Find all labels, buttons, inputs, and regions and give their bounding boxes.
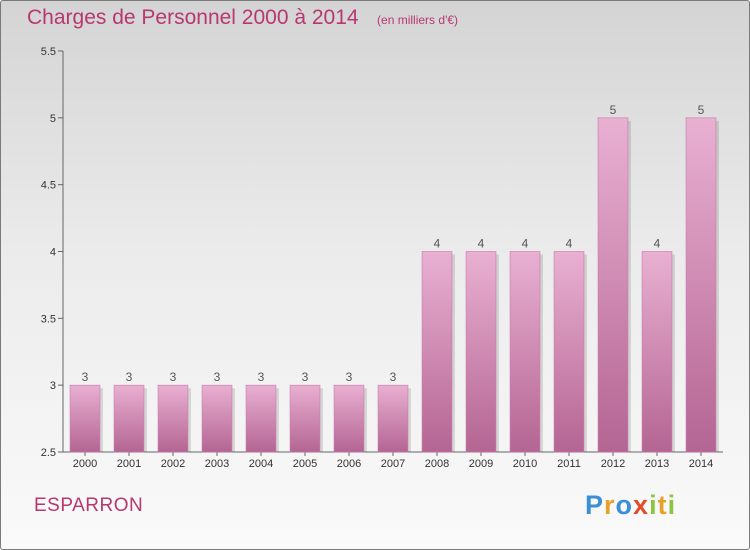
bar-2009 — [465, 251, 497, 453]
bar-2008 — [421, 251, 453, 453]
bar-2005 — [289, 384, 321, 453]
x-tick-label: 2000 — [73, 458, 97, 470]
bars-group — [69, 117, 719, 453]
y-tick-label: 5.5 — [41, 46, 56, 58]
bar-2011 — [553, 251, 585, 453]
x-tick-label: 2001 — [117, 458, 141, 470]
logo-letter: t — [657, 490, 668, 520]
x-tick-label: 2004 — [249, 458, 273, 470]
data-label: 4 — [434, 237, 441, 251]
commune-name: ESPARRON — [34, 495, 144, 516]
bar-2014 — [685, 117, 717, 453]
data-label: 4 — [478, 237, 485, 251]
bar-2003 — [201, 384, 233, 453]
logo-letter: x — [633, 490, 650, 520]
bar-2001 — [113, 384, 145, 453]
logo-letter: i — [649, 490, 658, 520]
data-label: 3 — [214, 370, 221, 384]
data-label: 3 — [390, 370, 397, 384]
chart-title: Charges de Personnel 2000 à 2014 — [27, 6, 359, 29]
data-label: 3 — [346, 370, 353, 384]
x-tick-label: 2002 — [161, 458, 185, 470]
bar-2013 — [641, 251, 673, 453]
x-tick-label: 2008 — [425, 458, 449, 470]
logo-letter: i — [667, 490, 677, 520]
bar-2007 — [377, 384, 409, 453]
bar-2012 — [597, 117, 629, 453]
chart-subtitle: (en milliers d'€) — [377, 13, 459, 27]
data-label: 4 — [654, 237, 661, 251]
y-tick-label: 4 — [50, 247, 56, 259]
x-tick-label: 2011 — [557, 458, 581, 470]
y-tick-label: 4.5 — [41, 180, 56, 192]
logo-letter: P — [585, 490, 605, 520]
data-label: 4 — [522, 237, 529, 251]
x-tick-label: 2014 — [689, 458, 713, 470]
data-label: 3 — [82, 370, 89, 384]
x-tick-label: 2010 — [513, 458, 537, 470]
y-tick-label: 5 — [50, 113, 56, 125]
logo-letter: r — [604, 490, 616, 520]
proxiti-logo: Proxiti — [585, 490, 676, 521]
data-label: 3 — [126, 370, 133, 384]
y-tick-label: 3 — [50, 380, 56, 392]
data-label: 3 — [258, 370, 265, 384]
y-tick-label: 3.5 — [41, 313, 56, 325]
x-tick-label: 2007 — [381, 458, 405, 470]
data-label: 3 — [302, 370, 309, 384]
bar-2004 — [245, 384, 277, 453]
data-label: 5 — [698, 103, 705, 117]
x-tick-label: 2012 — [601, 458, 625, 470]
data-label: 3 — [170, 370, 177, 384]
x-tick-label: 2006 — [337, 458, 361, 470]
x-tick-label: 2005 — [293, 458, 317, 470]
chart-heading: Charges de Personnel 2000 à 2014 (en mil… — [27, 6, 458, 30]
x-tick-label: 2003 — [205, 458, 229, 470]
data-label: 5 — [610, 103, 617, 117]
bar-2000 — [69, 384, 101, 453]
bar-2006 — [333, 384, 365, 453]
y-tick-label: 2.5 — [41, 447, 56, 459]
bar-2002 — [157, 384, 189, 453]
bar-2010 — [509, 251, 541, 453]
x-tick-label: 2013 — [645, 458, 669, 470]
data-label: 4 — [566, 237, 573, 251]
x-tick-label: 2009 — [469, 458, 493, 470]
logo-letter: o — [615, 490, 634, 520]
labels-group: 2000 3 2001 3 2002 3 2003 3 2004 3 2005 3 2006 3 2007 3… — [73, 103, 713, 470]
